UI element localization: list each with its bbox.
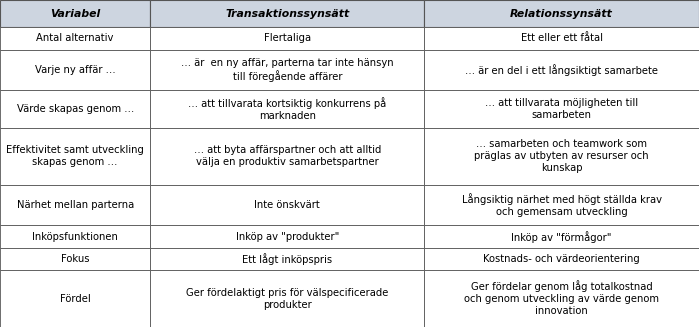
- Text: Varje ny affär …: Varje ny affär …: [35, 65, 115, 75]
- Bar: [0, 128, 150, 184]
- Bar: [150, 27, 424, 50]
- Bar: [0, 270, 150, 327]
- Bar: [424, 91, 699, 128]
- Bar: [0, 50, 150, 91]
- Text: Transaktionssynsätt: Transaktionssynsätt: [225, 9, 350, 19]
- Text: Fördel: Fördel: [60, 294, 90, 303]
- Bar: [0, 91, 150, 128]
- Text: … är  en ny affär, parterna tar inte hänsyn
till föregående affärer: … är en ny affär, parterna tar inte häns…: [181, 58, 394, 82]
- Text: Antal alternativ: Antal alternativ: [36, 33, 114, 43]
- Bar: [424, 248, 699, 270]
- Bar: [150, 50, 424, 91]
- Text: … att tillvarata möjligheten till
samarbeten: … att tillvarata möjligheten till samarb…: [485, 98, 638, 120]
- Text: Effektivitet samt utveckling
skapas genom …: Effektivitet samt utveckling skapas geno…: [6, 145, 144, 167]
- Text: Flertaliga: Flertaliga: [264, 33, 311, 43]
- Bar: [150, 128, 424, 184]
- Bar: [150, 225, 424, 248]
- Text: Långsiktig närhet med högt ställda krav
och gemensam utveckling: Långsiktig närhet med högt ställda krav …: [461, 193, 662, 217]
- Bar: [150, 270, 424, 327]
- Text: … att tillvarata kortsiktig konkurrens på
marknaden: … att tillvarata kortsiktig konkurrens p…: [188, 97, 387, 121]
- Text: Ger fördelaktigt pris för välspecificerade
produkter: Ger fördelaktigt pris för välspecificera…: [186, 287, 389, 310]
- Bar: [424, 27, 699, 50]
- Bar: [424, 225, 699, 248]
- Text: Variabel: Variabel: [50, 9, 100, 19]
- Bar: [0, 225, 150, 248]
- Bar: [150, 91, 424, 128]
- Bar: [150, 184, 424, 225]
- Text: Värde skapas genom …: Värde skapas genom …: [17, 104, 134, 114]
- Text: Inte önskvärt: Inte önskvärt: [254, 200, 320, 210]
- Bar: [424, 50, 699, 91]
- Text: Fokus: Fokus: [61, 254, 89, 264]
- Text: … att byta affärspartner och att alltid
välja en produktiv samarbetspartner: … att byta affärspartner och att alltid …: [194, 145, 381, 167]
- Bar: [424, 128, 699, 184]
- Bar: [424, 0, 699, 27]
- Bar: [0, 184, 150, 225]
- Bar: [150, 0, 424, 27]
- Text: Inköpsfunktionen: Inköpsfunktionen: [32, 232, 118, 242]
- Bar: [0, 248, 150, 270]
- Text: … är en del i ett långsiktigt samarbete: … är en del i ett långsiktigt samarbete: [465, 64, 658, 76]
- Text: Inköp av "produkter": Inköp av "produkter": [236, 232, 339, 242]
- Text: Kostnads- och värdeorientering: Kostnads- och värdeorientering: [483, 254, 640, 264]
- Bar: [150, 248, 424, 270]
- Text: … samarbeten och teamwork som
präglas av utbyten av resurser och
kunskap: … samarbeten och teamwork som präglas av…: [475, 139, 649, 173]
- Bar: [424, 184, 699, 225]
- Text: Närhet mellan parterna: Närhet mellan parterna: [17, 200, 134, 210]
- Text: Inköp av "förmågor": Inköp av "förmågor": [512, 231, 612, 243]
- Bar: [424, 270, 699, 327]
- Text: Ett eller ett fåtal: Ett eller ett fåtal: [521, 33, 603, 43]
- Text: Relationssynsätt: Relationssynsätt: [510, 9, 613, 19]
- Text: Ger fördelar genom låg totalkostnad
och genom utveckling av värde genom
innovati: Ger fördelar genom låg totalkostnad och …: [464, 281, 659, 317]
- Bar: [0, 27, 150, 50]
- Bar: [0, 0, 150, 27]
- Text: Ett lågt inköpspris: Ett lågt inköpspris: [243, 253, 332, 265]
